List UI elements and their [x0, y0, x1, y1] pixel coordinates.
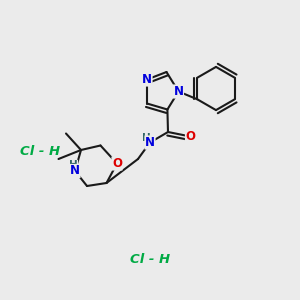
- Text: Cl - H: Cl - H: [130, 253, 170, 266]
- Text: N: N: [70, 164, 80, 178]
- Text: Cl - H: Cl - H: [20, 145, 61, 158]
- Text: O: O: [185, 130, 196, 143]
- Text: O: O: [112, 157, 122, 170]
- Text: N: N: [173, 85, 184, 98]
- Text: H: H: [142, 133, 151, 143]
- Text: H: H: [69, 160, 78, 170]
- Text: N: N: [142, 73, 152, 86]
- Text: N: N: [145, 136, 155, 149]
